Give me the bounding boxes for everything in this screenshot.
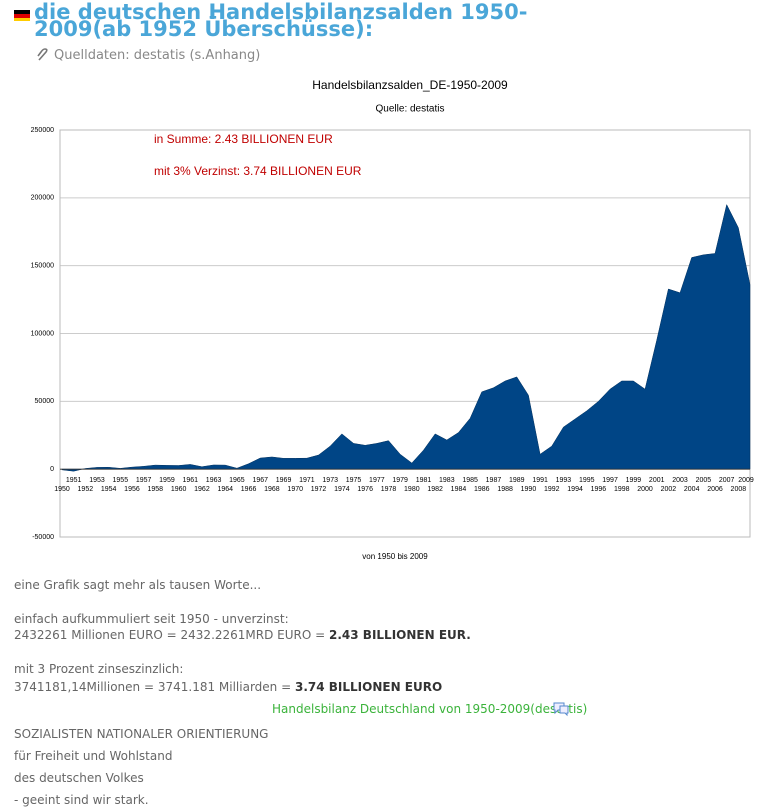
x-tick-label: 1987 xyxy=(486,477,502,484)
x-tick-label: 2003 xyxy=(672,477,688,484)
post-title: die deutschen Handelsbilanzsalden 1950-2… xyxy=(34,0,528,41)
x-axis-label: von 1950 bis 2009 xyxy=(362,552,428,561)
x-tick-label: 2006 xyxy=(707,486,723,493)
x-tick-label: 1953 xyxy=(89,477,105,484)
x-tick-label: 2008 xyxy=(731,486,747,493)
y-tick-label: 50000 xyxy=(35,398,55,405)
x-tick-label: 1962 xyxy=(194,486,210,493)
interest-calc: 3741181,14Millionen = 3741.181 Milliarde… xyxy=(14,680,292,694)
x-tick-label: 1960 xyxy=(171,486,187,493)
x-tick-label: 1959 xyxy=(159,477,175,484)
clip-icon xyxy=(37,48,48,61)
x-tick-label: 2005 xyxy=(696,477,712,484)
x-tick-label: 2001 xyxy=(649,477,665,484)
x-tick-label: 1989 xyxy=(509,477,525,484)
x-tick-label: 1994 xyxy=(567,486,583,493)
motto-line: des deutschen Volkes xyxy=(14,771,144,785)
intro: eine Grafik sagt mehr als tausen Worte..… xyxy=(14,578,262,592)
flag-icon xyxy=(14,10,30,21)
x-tick-label: 1999 xyxy=(626,477,642,484)
interest-result: 3.74 BILLIONEN EURO xyxy=(294,680,443,694)
motto-line: SOZIALISTEN NATIONALER ORIENTIERUNG xyxy=(14,727,269,741)
annotation: mit 3% Verzinst: 3.74 BILLIONEN EUR xyxy=(154,164,362,178)
x-tick-label: 1977 xyxy=(369,477,385,484)
x-tick-label: 1995 xyxy=(579,477,595,484)
x-tick-label: 1956 xyxy=(124,486,140,493)
x-tick-label: 1950 xyxy=(54,486,70,493)
x-tick-label: 1957 xyxy=(136,477,152,484)
x-tick-label: 1983 xyxy=(439,477,455,484)
x-tick-label: 1965 xyxy=(229,477,245,484)
x-tick-label: 1972 xyxy=(311,486,327,493)
x-tick-label: 1971 xyxy=(299,477,315,484)
motto-line: für Freiheit und Wohlstand xyxy=(14,749,173,763)
x-tick-label: 1952 xyxy=(78,486,94,493)
source-link[interactable]: Handelsbilanz Deutschland von 1950-2009(… xyxy=(272,702,588,716)
chart-title: Handelsbilanzsalden_DE-1950-2009 xyxy=(312,78,508,92)
x-tick-label: 1993 xyxy=(556,477,572,484)
x-tick-label: 1963 xyxy=(206,477,222,484)
motto-line: - geeint sind wir stark. xyxy=(14,793,149,807)
x-tick-label: 1958 xyxy=(147,486,163,493)
x-tick-label: 1998 xyxy=(614,486,630,493)
x-tick-label: 1961 xyxy=(182,477,198,484)
x-tick-label: 1969 xyxy=(276,477,292,484)
x-tick-label: 1976 xyxy=(357,486,373,493)
chart-subtitle: Quelle: destatis xyxy=(376,104,445,115)
annotation: in Summe: 2.43 BILLIONEN EUR xyxy=(154,132,333,146)
x-tick-label: 1951 xyxy=(66,477,82,484)
x-tick-label: 1973 xyxy=(322,477,338,484)
y-tick-label: -50000 xyxy=(32,534,54,541)
x-tick-label: 2002 xyxy=(661,486,677,493)
x-tick-label: 1974 xyxy=(334,486,350,493)
x-tick-label: 1997 xyxy=(602,477,618,484)
x-tick-label: 1954 xyxy=(101,486,117,493)
y-tick-label: 250000 xyxy=(31,127,54,134)
x-tick-label: 1967 xyxy=(252,477,268,484)
x-tick-label: 2000 xyxy=(637,486,653,493)
sum-calc: 2432261 Millionen EURO = 2432.2261MRD EU… xyxy=(14,628,326,642)
x-tick-label: 1975 xyxy=(346,477,362,484)
interest-label: mit 3 Prozent zinseszinzlich: xyxy=(14,662,184,676)
comment-icon[interactable] xyxy=(552,701,570,717)
x-tick-label: 1978 xyxy=(381,486,397,493)
x-tick-label: 1986 xyxy=(474,486,490,493)
x-tick-label: 1966 xyxy=(241,486,257,493)
y-tick-label: 0 xyxy=(50,466,54,473)
chart: Handelsbilanzsalden_DE-1950-2009 Quelle:… xyxy=(31,78,754,561)
x-tick-label: 1968 xyxy=(264,486,280,493)
x-tick-label: 1990 xyxy=(521,486,537,493)
x-tick-label: 2009 xyxy=(738,477,754,484)
sum-label: einfach aufkummuliert seit 1950 - unverz… xyxy=(14,612,289,626)
x-tick-label: 1970 xyxy=(287,486,303,493)
x-tick-label: 1980 xyxy=(404,486,420,493)
source: Quelldaten: destatis (s.Anhang) xyxy=(54,48,261,63)
y-tick-label: 200000 xyxy=(31,195,54,202)
x-tick-label: 2004 xyxy=(684,486,700,493)
x-tick-label: 2007 xyxy=(719,477,735,484)
sum-result: 2.43 BILLIONEN EUR. xyxy=(329,628,471,642)
x-tick-label: 1981 xyxy=(416,477,432,484)
y-tick-label: 150000 xyxy=(31,263,54,270)
x-tick-label: 1985 xyxy=(462,477,478,484)
x-tick-label: 1984 xyxy=(451,486,467,493)
x-tick-label: 1979 xyxy=(392,477,408,484)
y-tick-label: 100000 xyxy=(31,330,54,337)
x-tick-label: 1988 xyxy=(497,486,513,493)
x-tick-label: 1955 xyxy=(113,477,129,484)
x-tick-label: 1992 xyxy=(544,486,560,493)
x-tick-label: 1996 xyxy=(591,486,607,493)
x-tick-label: 1991 xyxy=(532,477,548,484)
x-tick-label: 1982 xyxy=(427,486,443,493)
area xyxy=(61,203,751,472)
x-tick-label: 1964 xyxy=(217,486,233,493)
